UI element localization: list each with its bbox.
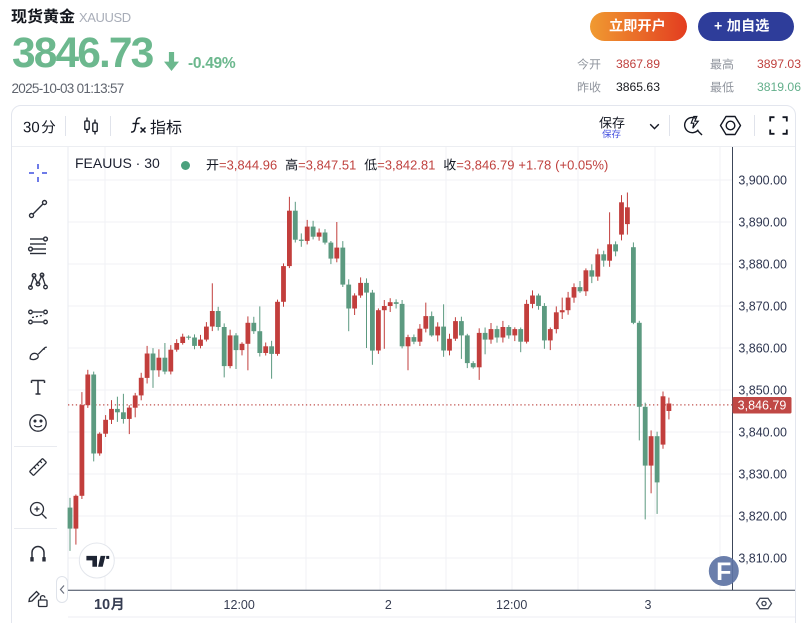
svg-text:12:00: 12:00 [496, 598, 527, 612]
svg-text:3,860.00: 3,860.00 [738, 341, 787, 355]
svg-text:F: F [716, 558, 731, 586]
svg-text:12:00: 12:00 [224, 598, 255, 612]
svg-text:3,830.00: 3,830.00 [738, 467, 787, 481]
svg-text:3,850.00: 3,850.00 [738, 383, 787, 397]
svg-text:3,870.00: 3,870.00 [738, 299, 787, 313]
svg-text:3: 3 [645, 598, 652, 612]
svg-text:3,810.00: 3,810.00 [738, 551, 787, 565]
svg-text:3,880.00: 3,880.00 [738, 257, 787, 271]
svg-text:3,846.79: 3,846.79 [738, 399, 787, 413]
svg-text:3,820.00: 3,820.00 [738, 509, 787, 523]
svg-text:3,840.00: 3,840.00 [738, 425, 787, 439]
svg-text:2: 2 [385, 598, 392, 612]
svg-text:3,890.00: 3,890.00 [738, 215, 787, 229]
svg-text:3,900.00: 3,900.00 [738, 173, 787, 187]
